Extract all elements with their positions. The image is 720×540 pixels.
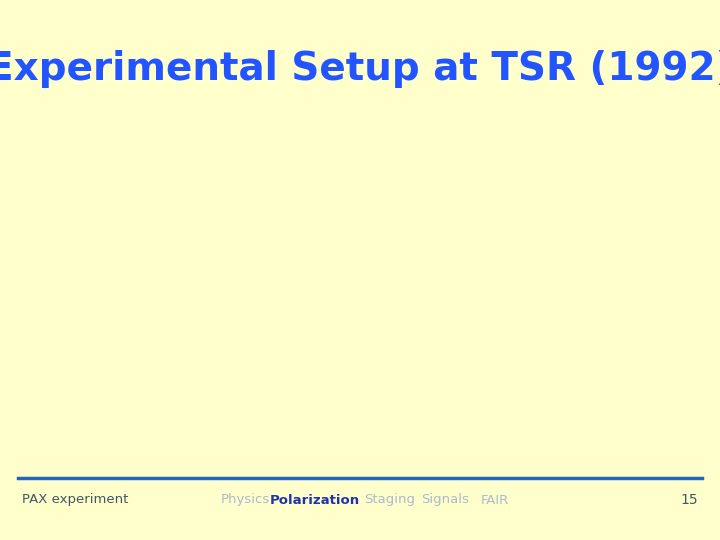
Text: Polarization: Polarization (270, 494, 360, 507)
Text: Physics: Physics (220, 494, 269, 507)
Text: PAX experiment: PAX experiment (22, 494, 128, 507)
Text: FAIR: FAIR (481, 494, 509, 507)
Text: Staging: Staging (364, 494, 415, 507)
Text: Experimental Setup at TSR (1992): Experimental Setup at TSR (1992) (0, 50, 720, 88)
Text: 15: 15 (680, 493, 698, 507)
Text: Signals: Signals (421, 494, 469, 507)
